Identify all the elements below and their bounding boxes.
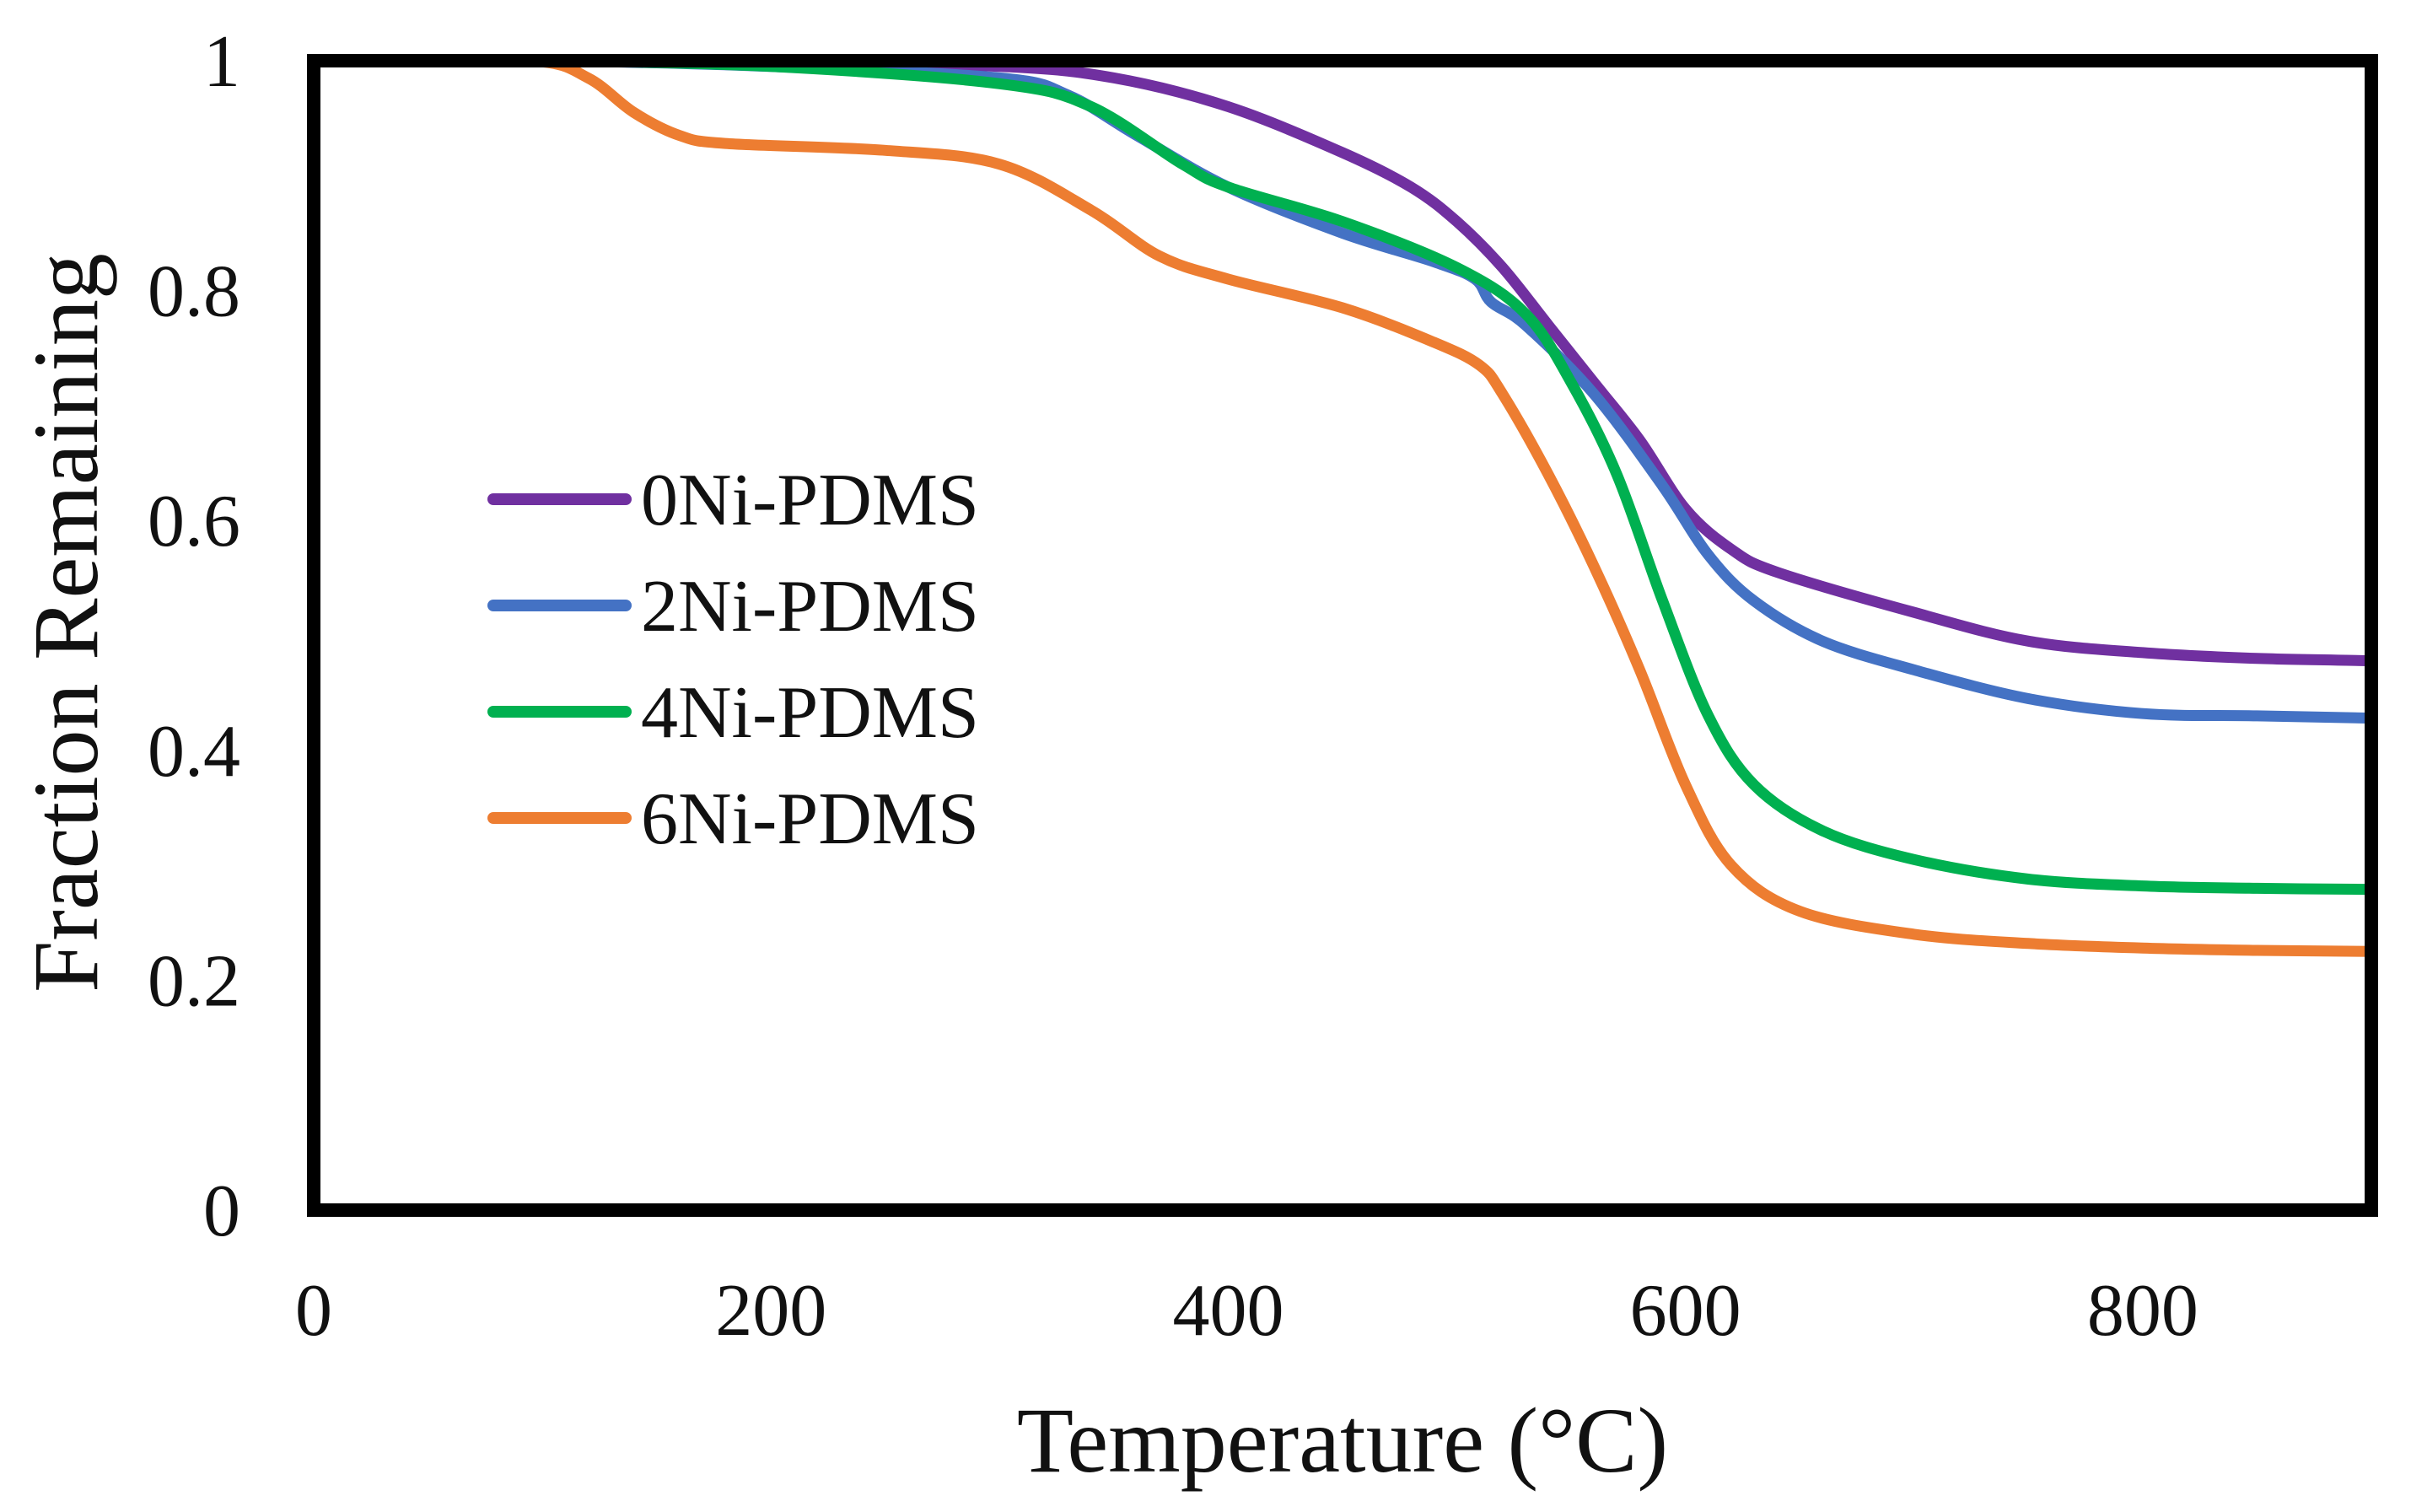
y-tick-label: 0.6 — [148, 481, 240, 562]
y-tick-label: 0.4 — [148, 711, 240, 793]
y-tick-label: 0.2 — [148, 940, 240, 1022]
x-tick-label: 200 — [715, 1270, 826, 1352]
y-tick-label: 1 — [203, 21, 240, 103]
series-line-4ni-pdms — [353, 55, 2377, 896]
x-tick-label: 0 — [295, 1270, 332, 1352]
legend: 0Ni-PDMS 2Ni-PDMS 4Ni-PDMS 6Ni-PDMS — [487, 460, 979, 860]
x-axis-title: Temperature (°C) — [1017, 1389, 1668, 1492]
y-tick-label: 0 — [203, 1170, 240, 1252]
x-axis-tick-labels: 0 200 400 600 800 — [295, 1270, 2198, 1352]
series-line-6ni-pdms — [353, 53, 2377, 957]
plot-series-group — [353, 53, 2377, 957]
y-axis-title: Fraction Remaining — [14, 253, 117, 993]
x-tick-label: 400 — [1172, 1270, 1284, 1352]
legend-label: 4Ni-PDMS — [641, 672, 979, 754]
legend-label: 2Ni-PDMS — [641, 566, 979, 648]
legend-label: 0Ni-PDMS — [641, 460, 979, 541]
y-tick-label: 0.8 — [148, 251, 240, 333]
y-axis-tick-labels: 0 0.2 0.4 0.6 0.8 1 — [148, 21, 240, 1252]
plot-area-frame — [307, 54, 2378, 1217]
x-tick-label: 800 — [2087, 1270, 2198, 1352]
legend-label: 6Ni-PDMS — [641, 778, 979, 860]
x-tick-label: 600 — [1630, 1270, 1741, 1352]
